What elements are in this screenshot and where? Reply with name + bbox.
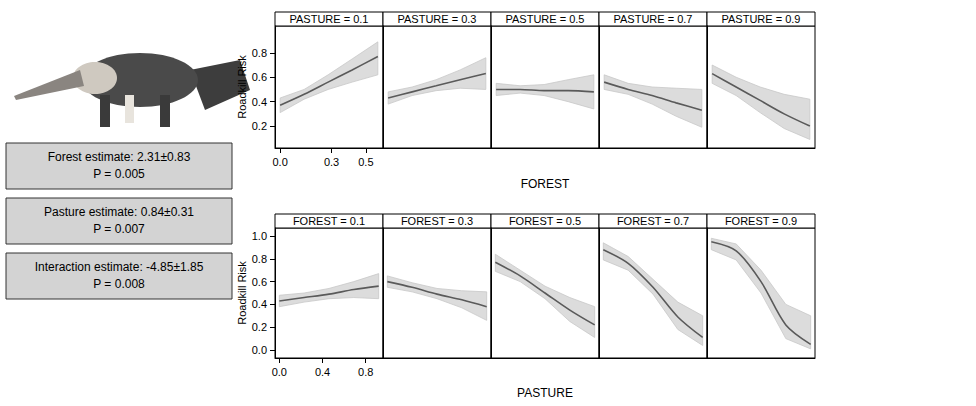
- svg-text:P = 0.008: P = 0.008: [93, 277, 145, 291]
- svg-text:0.4: 0.4: [252, 298, 267, 310]
- svg-text:0.0: 0.0: [252, 344, 267, 356]
- svg-text:0.3: 0.3: [324, 156, 339, 168]
- svg-text:FOREST = 0.5: FOREST = 0.5: [509, 215, 581, 227]
- svg-text:Roadkill Risk: Roadkill Risk: [236, 55, 248, 119]
- svg-text:Forest estimate: 2.31±0.83: Forest estimate: 2.31±0.83: [48, 150, 191, 164]
- svg-text:0.2: 0.2: [252, 321, 267, 333]
- svg-text:PASTURE = 0.3: PASTURE = 0.3: [398, 13, 477, 25]
- svg-text:PASTURE = 0.5: PASTURE = 0.5: [506, 13, 585, 25]
- svg-text:0.5: 0.5: [358, 156, 373, 168]
- svg-text:PASTURE: PASTURE: [517, 386, 573, 400]
- svg-text:P = 0.007: P = 0.007: [93, 222, 145, 236]
- svg-text:PASTURE = 0.7: PASTURE = 0.7: [614, 13, 693, 25]
- svg-text:FOREST: FOREST: [521, 177, 570, 191]
- svg-text:0.8: 0.8: [252, 47, 267, 59]
- svg-text:P = 0.005: P = 0.005: [93, 167, 145, 181]
- svg-text:0.8: 0.8: [358, 366, 373, 378]
- svg-text:Roadkill Risk: Roadkill Risk: [236, 261, 248, 325]
- svg-text:1.0: 1.0: [252, 230, 267, 242]
- svg-text:0.6: 0.6: [252, 276, 267, 288]
- svg-text:PASTURE = 0.9: PASTURE = 0.9: [722, 13, 801, 25]
- svg-text:0.0: 0.0: [272, 366, 287, 378]
- svg-text:PASTURE = 0.1: PASTURE = 0.1: [290, 13, 369, 25]
- svg-text:0.8: 0.8: [252, 253, 267, 265]
- svg-text:0.4: 0.4: [252, 96, 267, 108]
- svg-text:FOREST = 0.7: FOREST = 0.7: [617, 215, 689, 227]
- svg-text:0.2: 0.2: [252, 120, 267, 132]
- svg-text:Interaction estimate: -4.85±1.: Interaction estimate: -4.85±1.85: [35, 260, 204, 274]
- svg-text:0.0: 0.0: [272, 156, 287, 168]
- svg-text:0.4: 0.4: [315, 366, 330, 378]
- svg-text:FOREST = 0.9: FOREST = 0.9: [725, 215, 797, 227]
- svg-text:FOREST = 0.3: FOREST = 0.3: [401, 215, 473, 227]
- svg-text:FOREST = 0.1: FOREST = 0.1: [293, 215, 365, 227]
- svg-text:0.6: 0.6: [252, 71, 267, 83]
- svg-text:Pasture estimate: 0.84±0.31: Pasture estimate: 0.84±0.31: [44, 205, 194, 219]
